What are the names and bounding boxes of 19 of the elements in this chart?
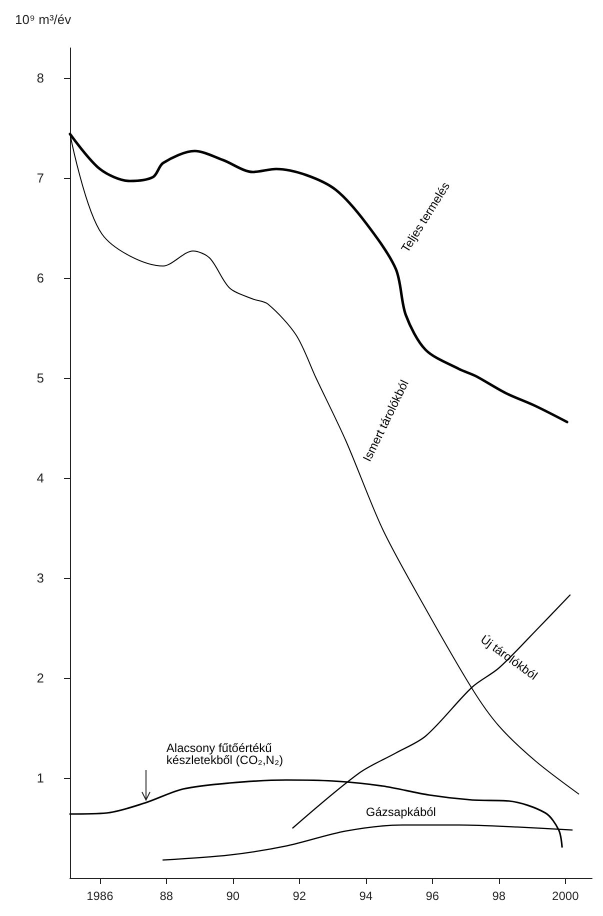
x-tick-label: 88 [160,889,174,903]
x-tick-label: 96 [426,889,440,903]
y-tick-label: 5 [36,370,44,386]
x-tick-label: 90 [226,889,240,903]
series-label: Gázsapkából [366,805,436,819]
y-tick-label: 3 [36,570,44,586]
x-tick-label: 98 [492,889,506,903]
y-tick-label: 1 [36,770,44,786]
x-tick-label: 94 [359,889,373,903]
x-tick-label: 92 [292,889,306,903]
x-tick-label: 1986 [86,889,114,903]
y-tick-label: 8 [36,70,44,86]
series-label: Alacsony fűtőértékű készletekből (CO₂,N₂) [166,741,284,767]
y-tick-label: 7 [36,170,44,186]
y-tick-label: 6 [36,270,44,286]
y-tick-label: 4 [36,470,44,486]
y-axis-title: 10⁹ m³/év [15,12,72,27]
x-tick-label: 2000 [552,889,580,903]
y-tick-label: 2 [36,670,44,686]
